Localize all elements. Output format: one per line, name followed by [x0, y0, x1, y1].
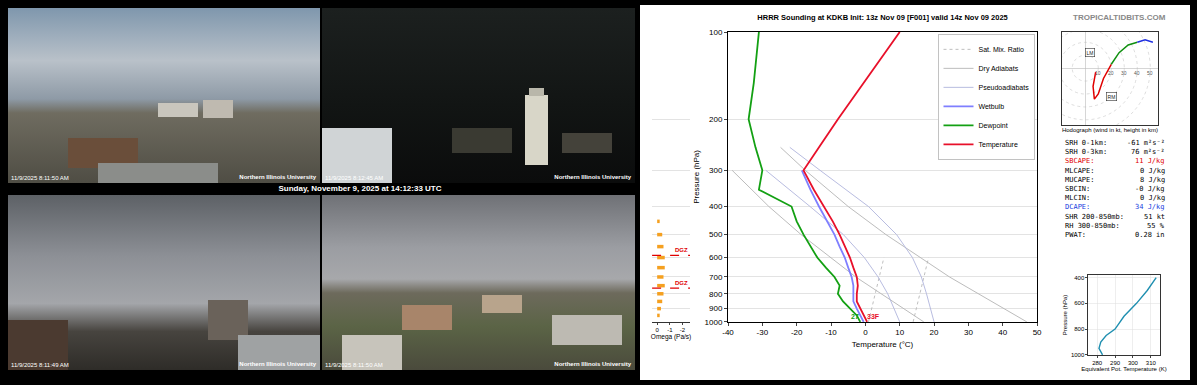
- svg-text:200: 200: [709, 115, 723, 124]
- html-text:11/9/2025 8:11:50 AM: 11/9/2025 8:11:50 AM: [325, 362, 383, 368]
- svg-text:HRRR Sounding at KDKB Init: 13: HRRR Sounding at KDKB Init: 13z Nov 09 […: [757, 13, 1007, 22]
- svg-text:-1: -1: [667, 327, 673, 333]
- svg-text:DCAPE:: DCAPE:: [1065, 203, 1090, 211]
- svg-text:Omega (Pa/s): Omega (Pa/s): [651, 333, 691, 341]
- svg-text:MLCAPE:: MLCAPE:: [1065, 167, 1095, 175]
- svg-text:Temperature: Temperature: [979, 141, 1018, 149]
- svg-text:Dewpoint: Dewpoint: [979, 122, 1008, 130]
- svg-text:TROPICALTIDBITS.COM: TROPICALTIDBITS.COM: [1073, 13, 1166, 22]
- html-text:11/9/2025 8:11:50 AM: 11/9/2025 8:11:50 AM: [11, 175, 69, 181]
- svg-text:400: 400: [1074, 275, 1085, 281]
- svg-text:-20: -20: [791, 328, 803, 337]
- html-text:Northern Illinois University: Northern Illinois University: [554, 361, 631, 367]
- svg-text:800: 800: [1074, 326, 1085, 332]
- svg-text:-2: -2: [680, 327, 686, 333]
- svg-text:SBCAPE:: SBCAPE:: [1065, 157, 1095, 165]
- svg-text:700: 700: [709, 273, 723, 282]
- svg-text:Dry Adiabats: Dry Adiabats: [979, 65, 1019, 73]
- svg-text:900: 900: [709, 304, 723, 313]
- svg-text:20: 20: [1108, 70, 1114, 76]
- svg-text:RH 300-850mb:: RH 300-850mb:: [1065, 222, 1120, 230]
- svg-text:SRH 0-3km:: SRH 0-3km:: [1065, 148, 1107, 156]
- svg-text:0.28 in: 0.28 in: [1135, 231, 1165, 239]
- svg-text:8 J/kg: 8 J/kg: [1140, 176, 1165, 184]
- svg-text:51 kt: 51 kt: [1144, 213, 1165, 221]
- svg-text:0 J/kg: 0 J/kg: [1140, 194, 1165, 202]
- svg-text:SRH 0-1km:: SRH 0-1km:: [1065, 139, 1107, 147]
- svg-text:300: 300: [709, 166, 723, 175]
- svg-text:RM: RM: [1108, 94, 1116, 100]
- svg-text:20: 20: [930, 328, 939, 337]
- svg-text:LM: LM: [1087, 50, 1094, 56]
- svg-text:MLCIN:: MLCIN:: [1065, 194, 1090, 202]
- svg-text:MUCAPE:: MUCAPE:: [1065, 176, 1095, 184]
- svg-text:290: 290: [1110, 360, 1121, 366]
- html-text:Northern Illinois University: Northern Illinois University: [239, 174, 316, 180]
- svg-text:55 %: 55 %: [1147, 222, 1165, 230]
- svg-text:-40: -40: [722, 328, 734, 337]
- svg-text:Pressure (hPa): Pressure (hPa): [692, 150, 701, 204]
- html-text:Northern Illinois University: Northern Illinois University: [239, 361, 316, 367]
- svg-text:10: 10: [895, 328, 904, 337]
- svg-text:40: 40: [1134, 70, 1140, 76]
- svg-text:33F: 33F: [867, 313, 880, 320]
- svg-text:PWAT:: PWAT:: [1065, 231, 1086, 239]
- svg-text:34 J/kg: 34 J/kg: [1135, 203, 1165, 211]
- html-text:Sunday, November 9, 2025 at 14: Sunday, November 9, 2025 at 14:12:33 UTC: [278, 184, 442, 193]
- svg-text:76 m²s⁻²: 76 m²s⁻²: [1131, 148, 1165, 156]
- svg-text:DGZ: DGZ: [675, 247, 688, 253]
- svg-text:400: 400: [709, 202, 723, 211]
- svg-text:1000: 1000: [705, 318, 723, 327]
- svg-text:-61 m²s⁻²: -61 m²s⁻²: [1127, 139, 1165, 147]
- svg-text:600: 600: [709, 253, 723, 262]
- svg-text:50: 50: [1147, 70, 1153, 76]
- svg-text:40: 40: [998, 328, 1007, 337]
- svg-text:DGZ: DGZ: [675, 280, 688, 286]
- svg-text:SBCIN:: SBCIN:: [1065, 185, 1090, 193]
- svg-text:Pressure (hPa): Pressure (hPa): [1062, 295, 1068, 335]
- svg-text:0: 0: [863, 328, 868, 337]
- svg-text:Hodograph (wind in kt, height: Hodograph (wind in kt, height in km): [1062, 127, 1158, 133]
- svg-text:10: 10: [1095, 70, 1101, 76]
- svg-text:800: 800: [709, 290, 723, 299]
- svg-text:Sat. Mix. Ratio: Sat. Mix. Ratio: [979, 46, 1025, 53]
- svg-text:50: 50: [1033, 328, 1042, 337]
- svg-text:Pseudoadiabats: Pseudoadiabats: [979, 84, 1030, 91]
- html-text:11/9/2025 8:11:49 AM: 11/9/2025 8:11:49 AM: [11, 362, 69, 368]
- svg-text:Wetbulb: Wetbulb: [979, 103, 1005, 110]
- svg-text:SHR 200-850mb:: SHR 200-850mb:: [1065, 213, 1124, 221]
- svg-text:280: 280: [1092, 360, 1103, 366]
- html-text:Northern Illinois University: Northern Illinois University: [554, 174, 631, 180]
- svg-text:11 J/kg: 11 J/kg: [1135, 157, 1165, 165]
- svg-text:-30: -30: [757, 328, 769, 337]
- svg-text:100: 100: [709, 28, 723, 37]
- svg-text:-10: -10: [825, 328, 837, 337]
- html-text:11/9/2025 8:12:45 AM: 11/9/2025 8:12:45 AM: [325, 175, 384, 181]
- svg-text:30: 30: [964, 328, 973, 337]
- svg-text:600: 600: [1074, 300, 1085, 306]
- svg-text:0: 0: [655, 327, 659, 333]
- svg-text:300: 300: [1128, 360, 1139, 366]
- svg-text:-0 J/kg: -0 J/kg: [1135, 185, 1165, 193]
- svg-text:Temperature (°C): Temperature (°C): [852, 340, 914, 349]
- svg-text:0 J/kg: 0 J/kg: [1140, 167, 1165, 175]
- svg-text:1000: 1000: [1071, 352, 1085, 358]
- svg-text:27: 27: [851, 313, 859, 320]
- svg-text:Equivalent Pot. Temperature (K: Equivalent Pot. Temperature (K): [1081, 366, 1166, 372]
- svg-text:500: 500: [709, 230, 723, 239]
- svg-text:310: 310: [1146, 360, 1157, 366]
- svg-text:30: 30: [1121, 70, 1127, 76]
